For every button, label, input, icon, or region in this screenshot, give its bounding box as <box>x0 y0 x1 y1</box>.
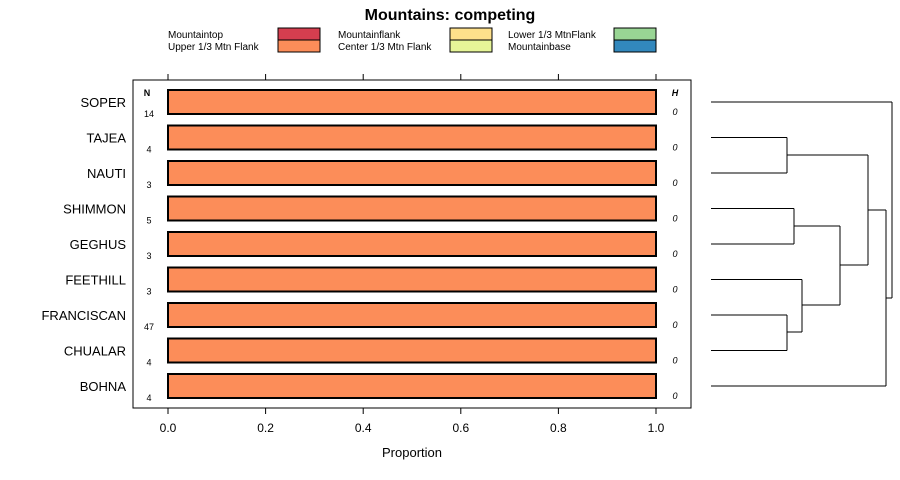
row-label: FEETHILL <box>65 273 126 288</box>
legend-swatch <box>277 39 321 53</box>
bar <box>167 373 657 399</box>
h-value: 0 <box>672 214 677 224</box>
n-value: 5 <box>146 216 151 226</box>
x-tick-label: 1.0 <box>648 421 665 435</box>
rows: SOPER 14 0 TAJEA 4 0 NAUTI 3 0 SHIMMON 5 0 GEGHUS 3 0 F… <box>41 89 678 403</box>
plot-panel <box>132 79 692 409</box>
bar <box>167 231 657 257</box>
bar <box>167 266 657 293</box>
legend-label: Mountainbase <box>508 42 571 53</box>
legend-label: Center 1/3 Mtn Flank <box>338 42 432 53</box>
x-axis: 0.0 0.2 0.4 0.6 0.8 1.0 <box>160 74 665 435</box>
x-axis-label: Proportion <box>382 445 442 460</box>
legend-label: Mountainflank <box>338 30 401 41</box>
n-value: 4 <box>146 145 151 155</box>
legend-swatch <box>277 27 321 41</box>
h-value: 0 <box>672 320 677 330</box>
h-value: 0 <box>672 178 677 188</box>
chart-title: Mountains: competing <box>365 7 536 24</box>
h-value: 0 <box>672 143 677 153</box>
h-value: 0 <box>672 249 677 259</box>
bar <box>167 160 657 186</box>
bar <box>167 89 657 115</box>
dendrogram <box>711 101 893 387</box>
x-tick-label: 0.8 <box>550 421 567 435</box>
h-column-header: H <box>672 88 679 98</box>
legend-swatch <box>449 27 493 41</box>
h-value: 0 <box>672 107 677 117</box>
bar <box>167 124 657 151</box>
row-label: SHIMMON <box>63 202 126 217</box>
n-value: 3 <box>146 180 151 190</box>
x-tick-label: 0.2 <box>257 421 274 435</box>
n-value: 4 <box>146 393 151 403</box>
row-label: FRANCISCAN <box>41 308 126 323</box>
row-label: CHUALAR <box>64 344 126 359</box>
row-label: TAJEA <box>87 131 127 146</box>
x-tick-label: 0.0 <box>160 421 177 435</box>
n-column-header: N <box>144 88 151 98</box>
x-tick-label: 0.6 <box>452 421 469 435</box>
legend-swatch <box>613 27 657 41</box>
h-value: 0 <box>672 356 677 366</box>
row-label: NAUTI <box>87 166 126 181</box>
n-value: 47 <box>144 322 154 332</box>
legend-label: Mountaintop <box>168 30 223 41</box>
x-tick-label: 0.4 <box>355 421 372 435</box>
n-value: 4 <box>146 358 151 368</box>
bar <box>167 195 657 222</box>
row-label: BOHNA <box>80 379 127 394</box>
bar <box>167 337 657 364</box>
row-label: GEGHUS <box>70 237 127 252</box>
legend-swatch <box>613 39 657 53</box>
legend-swatch <box>449 39 493 53</box>
h-value: 0 <box>672 391 677 401</box>
legend-label: Lower 1/3 MtnFlank <box>508 30 597 41</box>
row-label: SOPER <box>80 95 126 110</box>
n-value: 3 <box>146 287 151 297</box>
bar <box>167 302 657 328</box>
h-value: 0 <box>672 285 677 295</box>
legend-label: Upper 1/3 Mtn Flank <box>168 42 260 53</box>
n-value: 3 <box>146 251 151 261</box>
n-value: 14 <box>144 109 154 119</box>
